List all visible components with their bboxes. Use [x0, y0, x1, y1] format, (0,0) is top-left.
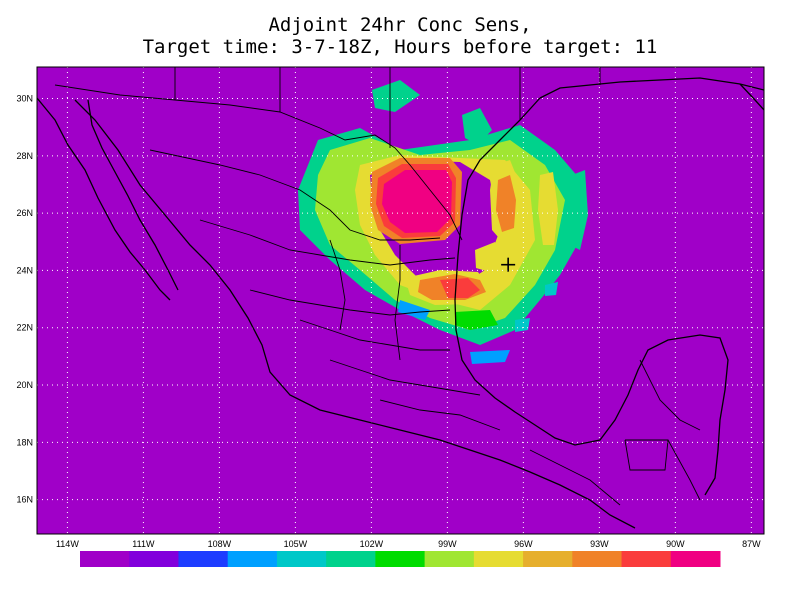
lat-tick-label: 26N	[16, 208, 33, 218]
graticule	[37, 67, 764, 534]
colorbar-swatch	[424, 551, 475, 567]
sensitivity-field	[298, 80, 588, 364]
colorbar-swatch	[473, 551, 524, 567]
lon-tick-label: 108W	[208, 539, 232, 549]
colorbar-swatch	[178, 551, 229, 567]
colorbar-swatch	[670, 551, 721, 567]
borders	[54, 67, 701, 506]
colorbar-swatch	[326, 551, 376, 567]
colorbar-swatch	[276, 551, 327, 567]
lon-tick-label: 102W	[360, 539, 384, 549]
lat-tick-label: 22N	[16, 323, 33, 333]
lat-tick-label: 28N	[16, 151, 33, 161]
colorbar-swatch	[227, 551, 278, 567]
lon-tick-label: 93W	[590, 539, 609, 549]
lon-tick-label: 99W	[438, 539, 457, 549]
colorbar	[80, 551, 721, 567]
colorbar-swatch	[375, 551, 426, 567]
lat-tick-label: 24N	[16, 265, 33, 275]
lon-tick-label: 114W	[56, 539, 79, 549]
target-cross-marker	[501, 257, 516, 272]
lat-tick-label: 20N	[16, 380, 33, 390]
longitude-labels: 114W 111W 108W 105W 102W 99W 96W 93W 90W 87W	[56, 539, 761, 549]
lat-tick-label: 30N	[16, 94, 33, 104]
lat-tick-label: 18N	[16, 437, 33, 447]
title-line-2: Target time: 3-7-18Z, Hours before targe…	[142, 36, 658, 58]
lat-tick-label: 16N	[16, 495, 33, 505]
lon-tick-label: 96W	[514, 539, 533, 549]
lon-tick-label: 90W	[666, 539, 685, 549]
colorbar-swatch	[523, 551, 573, 567]
colorbar-swatch	[621, 551, 672, 567]
colorbar-swatch	[80, 551, 130, 567]
plot-frame	[36, 66, 765, 535]
colorbar-swatch	[129, 551, 179, 567]
title-line-1: Adjoint 24hr Conc Sens,	[268, 14, 532, 36]
lon-tick-label: 111W	[132, 539, 155, 549]
colorbar-swatch	[572, 551, 623, 567]
latitude-labels: 30N 28N 26N 24N 22N 20N 18N 16N	[16, 94, 33, 505]
coastline	[37, 77, 764, 529]
lon-tick-label: 105W	[284, 539, 308, 549]
lon-tick-label: 87W	[742, 539, 761, 549]
